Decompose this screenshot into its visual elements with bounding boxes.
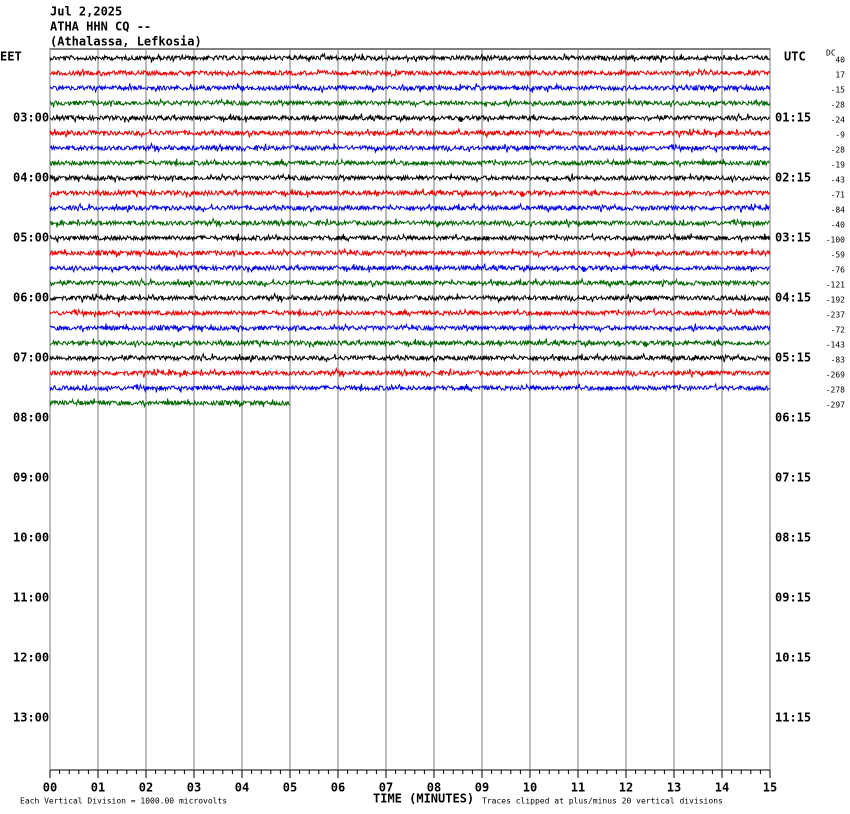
left-time-label: 12:00: [13, 651, 49, 665]
right-time-label: 02:15: [775, 171, 811, 185]
dc-offset: -76: [831, 266, 846, 275]
trace: [49, 68, 771, 78]
dc-offset: -28: [831, 101, 846, 110]
right-time-label: 09:15: [775, 591, 811, 605]
x-tick-label: 00: [43, 781, 57, 795]
left-axis-label: EET: [0, 50, 22, 64]
dc-offset: -269: [826, 371, 845, 380]
x-tick-label: 13: [667, 781, 681, 795]
trace: [50, 217, 770, 229]
header-line: (Athalassa, Lefkosia): [50, 35, 202, 49]
trace: [49, 397, 290, 409]
trace: [49, 232, 771, 244]
dc-offset: -59: [831, 251, 846, 260]
dc-offset: -84: [831, 206, 846, 215]
x-tick-label: 07: [379, 781, 393, 795]
footnote: Each Vertical Division = 1000.00 microvo…: [20, 797, 227, 806]
x-tick-label: 06: [331, 781, 345, 795]
footnote: Traces clipped at plus/minus 20 vertical…: [482, 797, 723, 806]
trace: [49, 142, 771, 154]
x-tick-label: 09: [475, 781, 489, 795]
right-time-label: 06:15: [775, 411, 811, 425]
trace: [49, 322, 771, 334]
x-axis-label: TIME (MINUTES): [373, 792, 474, 806]
left-time-label: 08:00: [13, 411, 49, 425]
trace: [49, 157, 770, 169]
trace: [49, 382, 770, 394]
right-axis-label: UTC: [784, 50, 806, 64]
x-tick-label: 01: [91, 781, 105, 795]
x-tick-label: 12: [619, 781, 633, 795]
plot-frame: [49, 48, 771, 771]
dc-offset: -40: [831, 221, 846, 230]
left-time-label: 03:00: [13, 111, 49, 125]
trace: [49, 112, 770, 124]
trace: [49, 127, 771, 138]
header-line: Jul 2,2025: [50, 5, 122, 19]
trace: [49, 338, 771, 349]
left-time-label: 11:00: [13, 591, 49, 605]
right-time-label: 05:15: [775, 351, 811, 365]
dc-offset: -100: [826, 236, 845, 245]
trace: [49, 263, 770, 274]
header-line: ATHA HHN CQ --: [50, 20, 151, 34]
trace: [49, 188, 771, 199]
dc-offset: -143: [826, 341, 845, 350]
left-time-label: 05:00: [13, 231, 49, 245]
left-time-label: 04:00: [13, 171, 49, 185]
x-tick-label: 10: [523, 781, 537, 795]
right-time-label: 08:15: [775, 531, 811, 545]
dc-offset: -297: [826, 401, 845, 410]
dc-offset: 40: [835, 56, 845, 65]
dc-offset: -71: [831, 191, 846, 200]
right-time-label: 01:15: [775, 111, 811, 125]
dc-offset: -237: [826, 311, 845, 320]
trace: [49, 277, 770, 288]
dc-offset: -72: [831, 326, 846, 335]
dc-offset: -15: [831, 86, 846, 95]
x-tick-label: 08: [427, 781, 441, 795]
dc-offset: -9: [835, 131, 845, 140]
x-tick-label: 04: [235, 781, 249, 795]
left-time-label: 10:00: [13, 531, 49, 545]
dc-offset: -43: [831, 176, 846, 185]
dc-offset: -121: [826, 281, 845, 290]
trace: [49, 51, 770, 64]
dc-offset: -28: [831, 146, 846, 155]
x-tick-label: 15: [763, 781, 777, 795]
x-tick-label: 14: [715, 781, 729, 795]
trace: [49, 307, 771, 319]
right-time-label: 11:15: [775, 711, 811, 725]
right-time-label: 03:15: [775, 231, 811, 245]
trace: [49, 172, 770, 184]
left-time-label: 13:00: [13, 711, 49, 725]
dc-offset: -192: [826, 296, 845, 305]
trace: [49, 292, 771, 304]
dc-offset: 17: [835, 71, 845, 80]
x-tick-label: 03: [187, 781, 201, 795]
trace: [49, 367, 770, 379]
right-time-label: 07:15: [775, 471, 811, 485]
x-tick-label: 05: [283, 781, 297, 795]
trace: [49, 247, 771, 259]
trace: [49, 202, 771, 213]
trace: [49, 352, 771, 363]
right-time-label: 10:15: [775, 651, 811, 665]
x-tick-label: 11: [571, 781, 585, 795]
right-time-label: 04:15: [775, 291, 811, 305]
left-time-label: 07:00: [13, 351, 49, 365]
left-time-label: 06:00: [13, 291, 49, 305]
dc-offset: -19: [831, 161, 846, 170]
trace: [49, 82, 771, 94]
x-tick-label: 02: [139, 781, 153, 795]
trace: [49, 97, 771, 109]
dc-offset: -24: [831, 116, 846, 125]
dc-offset: -278: [826, 386, 845, 395]
left-time-label: 09:00: [13, 471, 49, 485]
dc-offset: -83: [831, 356, 846, 365]
dc-label: DC: [826, 49, 836, 58]
